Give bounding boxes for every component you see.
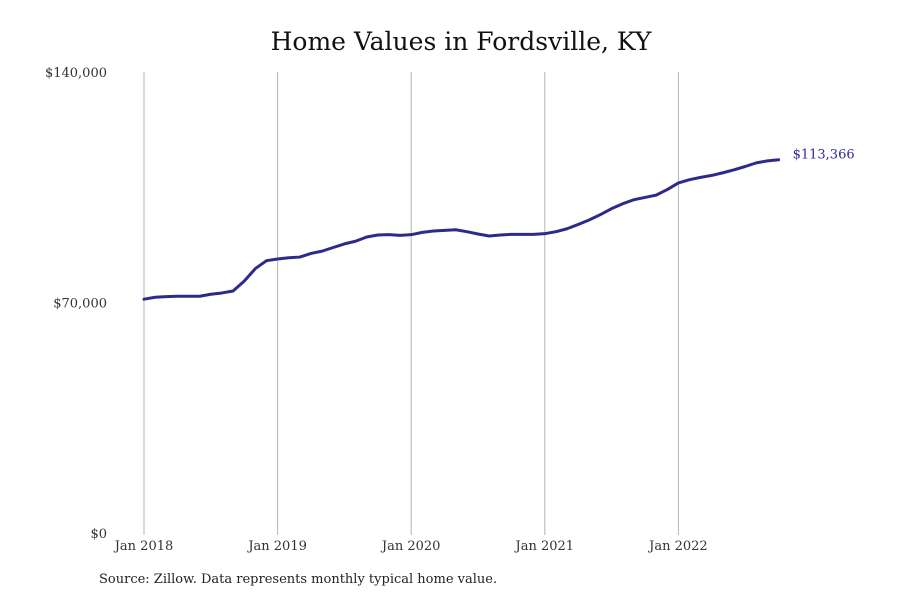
y-tick-label: $70,000: [53, 297, 107, 312]
y-tick-label: $140,000: [45, 66, 107, 81]
source-note: Source: Zillow. Data represents monthly …: [99, 572, 498, 587]
x-tick-label: Jan 2020: [380, 539, 441, 554]
chart-title: Home Values in Fordsville, KY: [270, 27, 652, 56]
series-line: [142, 158, 781, 301]
x-tick-label: Jan 2018: [113, 539, 174, 554]
x-tick-label: Jan 2022: [647, 539, 708, 554]
x-tick-label: Jan 2019: [246, 539, 307, 554]
end-value-label: $113,366: [793, 148, 855, 163]
x-tick-label: Jan 2021: [514, 539, 575, 554]
y-tick-label: $0: [90, 527, 107, 542]
